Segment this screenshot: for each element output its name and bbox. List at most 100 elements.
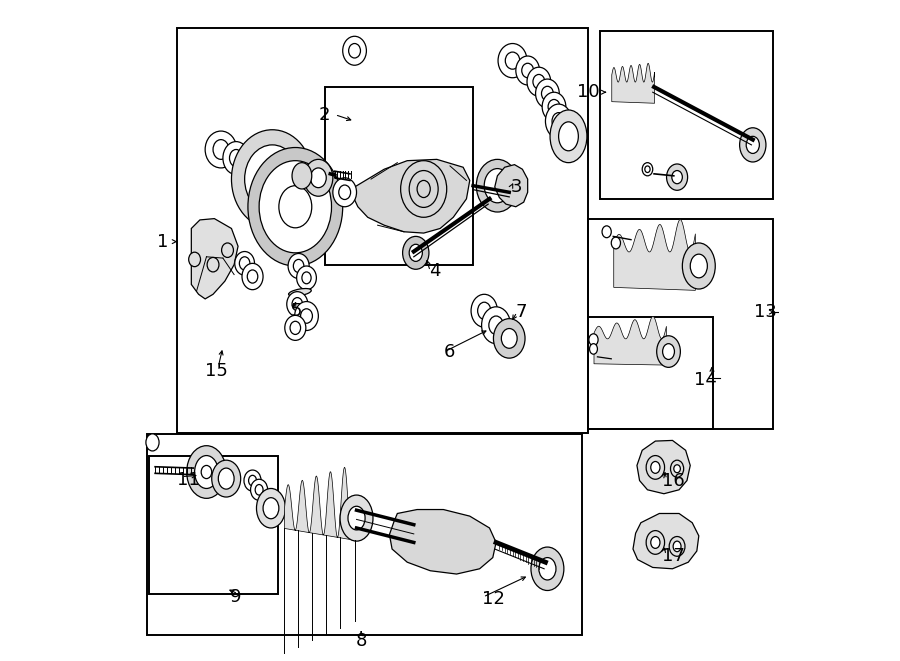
Text: 11: 11 — [176, 471, 200, 489]
Ellipse shape — [531, 547, 564, 590]
Ellipse shape — [239, 256, 250, 270]
Ellipse shape — [284, 315, 306, 340]
Ellipse shape — [202, 465, 211, 479]
Ellipse shape — [231, 130, 313, 229]
Ellipse shape — [667, 164, 688, 190]
Ellipse shape — [223, 141, 249, 175]
Ellipse shape — [690, 254, 707, 278]
Ellipse shape — [417, 180, 430, 198]
Ellipse shape — [304, 159, 333, 196]
Ellipse shape — [289, 288, 311, 296]
Polygon shape — [353, 159, 470, 233]
Ellipse shape — [670, 537, 685, 557]
Ellipse shape — [646, 455, 664, 479]
Ellipse shape — [548, 99, 560, 114]
Ellipse shape — [207, 257, 219, 272]
Ellipse shape — [662, 344, 674, 360]
Ellipse shape — [221, 243, 233, 257]
Ellipse shape — [476, 159, 518, 212]
Ellipse shape — [292, 163, 311, 189]
Text: 13: 13 — [754, 303, 777, 321]
Ellipse shape — [290, 321, 301, 334]
Text: 14: 14 — [694, 371, 716, 389]
Ellipse shape — [348, 506, 365, 530]
Ellipse shape — [402, 237, 429, 269]
Ellipse shape — [293, 259, 304, 272]
Ellipse shape — [493, 319, 525, 358]
Ellipse shape — [297, 266, 317, 290]
Ellipse shape — [189, 253, 201, 266]
Ellipse shape — [589, 334, 598, 346]
Ellipse shape — [248, 475, 256, 486]
Bar — [176, 28, 589, 432]
Bar — [149, 455, 277, 594]
Ellipse shape — [410, 245, 422, 261]
Ellipse shape — [590, 344, 598, 354]
Ellipse shape — [348, 44, 361, 58]
Ellipse shape — [263, 498, 279, 519]
Ellipse shape — [230, 149, 243, 167]
Ellipse shape — [245, 145, 300, 214]
Ellipse shape — [287, 292, 308, 317]
Ellipse shape — [643, 163, 652, 176]
Ellipse shape — [400, 161, 446, 217]
Ellipse shape — [478, 302, 491, 319]
Ellipse shape — [498, 44, 527, 78]
Ellipse shape — [292, 297, 302, 311]
Ellipse shape — [244, 470, 261, 491]
Text: 4: 4 — [429, 262, 440, 280]
Polygon shape — [633, 514, 698, 568]
Ellipse shape — [527, 67, 551, 96]
Ellipse shape — [279, 186, 311, 228]
Ellipse shape — [235, 252, 255, 275]
Ellipse shape — [682, 243, 716, 289]
Ellipse shape — [670, 460, 684, 477]
Ellipse shape — [186, 446, 226, 498]
Ellipse shape — [651, 537, 660, 549]
Ellipse shape — [522, 63, 534, 78]
Ellipse shape — [340, 495, 373, 541]
Ellipse shape — [219, 468, 234, 489]
Ellipse shape — [740, 128, 766, 162]
Ellipse shape — [256, 485, 263, 495]
Text: 15: 15 — [205, 362, 228, 380]
Ellipse shape — [489, 316, 503, 334]
Ellipse shape — [260, 165, 284, 194]
Ellipse shape — [338, 185, 351, 200]
Ellipse shape — [673, 541, 681, 552]
Ellipse shape — [536, 79, 559, 108]
Ellipse shape — [410, 171, 438, 208]
Text: 16: 16 — [662, 471, 685, 490]
Ellipse shape — [542, 93, 566, 121]
Text: 8: 8 — [356, 632, 367, 650]
Polygon shape — [637, 440, 690, 494]
Ellipse shape — [250, 479, 267, 500]
Bar — [600, 31, 772, 199]
Ellipse shape — [248, 147, 343, 266]
Ellipse shape — [146, 434, 159, 451]
Text: 5: 5 — [291, 302, 302, 320]
Ellipse shape — [301, 309, 312, 323]
Polygon shape — [192, 219, 238, 299]
Text: 10: 10 — [578, 83, 600, 101]
Ellipse shape — [310, 168, 327, 188]
Ellipse shape — [482, 307, 510, 344]
Polygon shape — [495, 165, 527, 207]
Ellipse shape — [602, 226, 611, 238]
Ellipse shape — [552, 112, 565, 130]
Ellipse shape — [611, 237, 620, 249]
Text: 17: 17 — [662, 547, 685, 564]
Ellipse shape — [259, 161, 331, 253]
Bar — [589, 317, 714, 429]
Ellipse shape — [644, 166, 650, 173]
Ellipse shape — [205, 131, 237, 168]
Ellipse shape — [256, 488, 285, 528]
Ellipse shape — [242, 263, 263, 290]
Ellipse shape — [333, 178, 356, 207]
Ellipse shape — [248, 270, 257, 283]
Text: 7: 7 — [516, 303, 527, 321]
Ellipse shape — [539, 558, 556, 580]
Text: 1: 1 — [157, 233, 168, 251]
Ellipse shape — [559, 122, 579, 151]
Bar — [325, 87, 473, 264]
